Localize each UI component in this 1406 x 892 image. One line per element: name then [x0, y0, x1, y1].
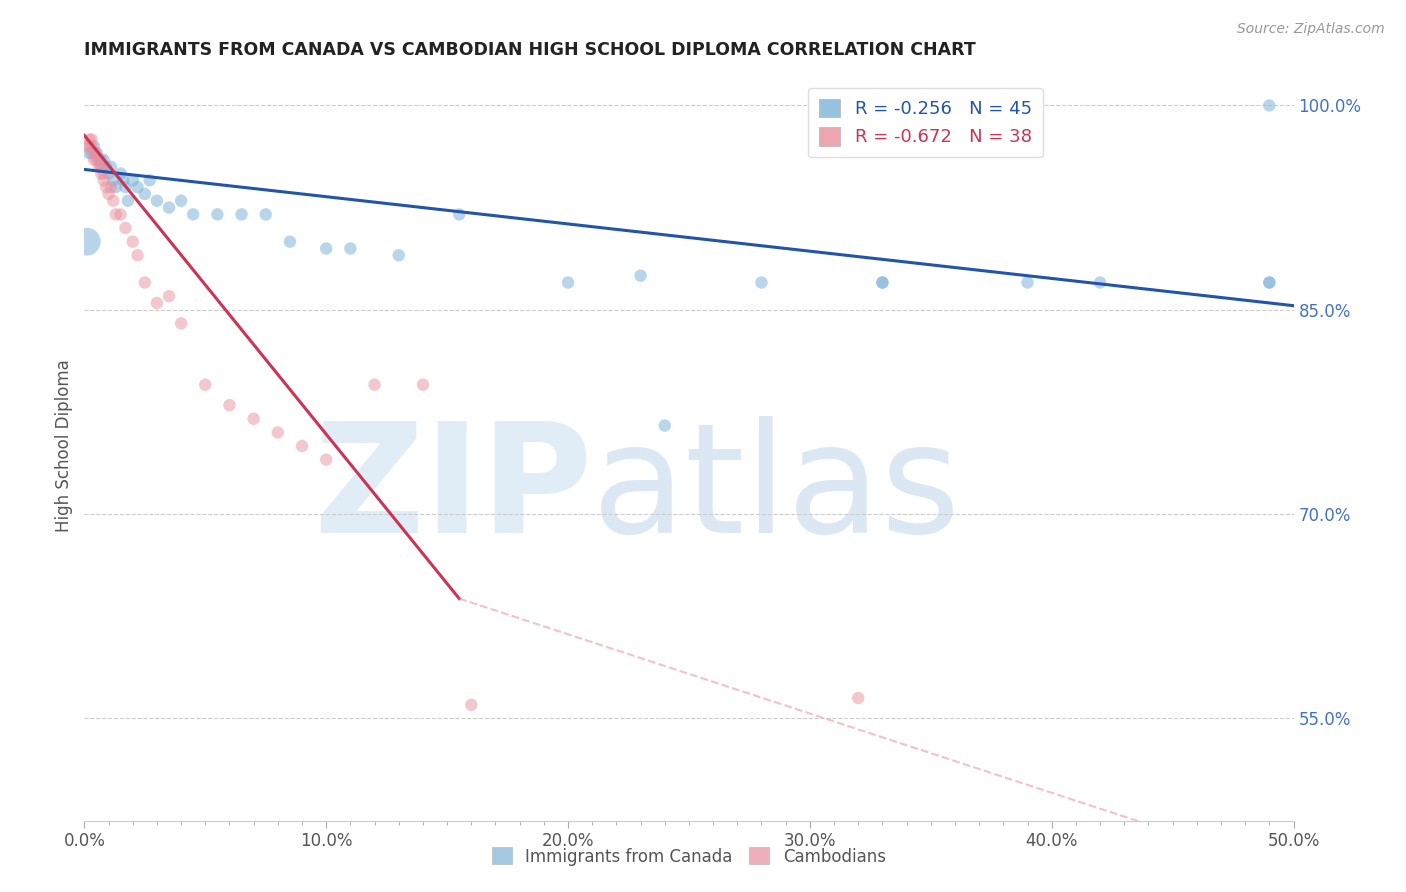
Point	[291, 439, 314, 453]
Point	[412, 377, 434, 392]
Point	[315, 452, 337, 467]
Text: IMMIGRANTS FROM CANADA VS CAMBODIAN HIGH SCHOOL DIPLOMA CORRELATION CHART: IMMIGRANTS FROM CANADA VS CAMBODIAN HIGH…	[84, 41, 976, 59]
Point	[449, 207, 471, 221]
Point	[110, 167, 132, 181]
Point	[231, 207, 253, 221]
Point	[83, 146, 105, 161]
Legend: Immigrants from Canada, Cambodians: Immigrants from Canada, Cambodians	[485, 841, 893, 872]
Text: atlas: atlas	[592, 417, 962, 566]
Point	[1088, 276, 1111, 290]
Point	[170, 317, 193, 331]
Point	[339, 242, 361, 256]
Point	[76, 235, 98, 249]
Point	[97, 167, 120, 181]
Point	[278, 235, 301, 249]
Point	[146, 194, 169, 208]
Point	[90, 160, 112, 174]
Point	[93, 167, 115, 181]
Point	[363, 377, 385, 392]
Point	[97, 186, 120, 201]
Point	[83, 139, 105, 153]
Point	[100, 180, 122, 194]
Point	[388, 248, 411, 262]
Point	[86, 146, 108, 161]
Point	[170, 194, 193, 208]
Point	[121, 173, 143, 187]
Point	[90, 153, 112, 167]
Point	[76, 139, 98, 153]
Point	[460, 698, 482, 712]
Point	[242, 411, 264, 425]
Point	[557, 276, 579, 290]
Point	[86, 146, 108, 161]
Point	[87, 160, 110, 174]
Point	[127, 180, 149, 194]
Point	[94, 160, 117, 174]
Point	[654, 418, 676, 433]
Point	[80, 132, 103, 146]
Point	[117, 194, 139, 208]
Point	[872, 276, 894, 290]
Point	[134, 186, 156, 201]
Point	[90, 167, 112, 181]
Y-axis label: High School Diploma: High School Diploma	[55, 359, 73, 533]
Point	[104, 180, 127, 194]
Point	[157, 289, 180, 303]
Point	[1258, 98, 1281, 112]
Point	[93, 173, 115, 187]
Point	[103, 173, 125, 187]
Point	[83, 153, 105, 167]
Point	[94, 180, 117, 194]
Point	[1017, 276, 1039, 290]
Point	[1258, 276, 1281, 290]
Point	[267, 425, 290, 440]
Point	[157, 201, 180, 215]
Point	[80, 139, 103, 153]
Point	[872, 276, 894, 290]
Point	[1258, 276, 1281, 290]
Point	[77, 132, 100, 146]
Point	[104, 207, 127, 221]
Point	[103, 194, 125, 208]
Point	[127, 248, 149, 262]
Point	[77, 146, 100, 161]
Point	[138, 173, 160, 187]
Point	[254, 207, 277, 221]
Point	[846, 691, 869, 706]
Point	[194, 377, 217, 392]
Point	[207, 207, 229, 221]
Point	[86, 153, 108, 167]
Point	[315, 242, 337, 256]
Point	[77, 139, 100, 153]
Point	[110, 207, 132, 221]
Point	[87, 153, 110, 167]
Point	[146, 296, 169, 310]
Point	[114, 180, 136, 194]
Point	[112, 173, 135, 187]
Point	[80, 146, 103, 161]
Point	[121, 235, 143, 249]
Point	[114, 221, 136, 235]
Text: ZIP: ZIP	[312, 417, 592, 566]
Point	[90, 160, 112, 174]
Point	[100, 160, 122, 174]
Point	[630, 268, 652, 283]
Point	[218, 398, 240, 412]
Point	[181, 207, 204, 221]
Point	[87, 153, 110, 167]
Point	[134, 276, 156, 290]
Point	[93, 153, 115, 167]
Point	[751, 276, 773, 290]
Text: Source: ZipAtlas.com: Source: ZipAtlas.com	[1237, 22, 1385, 37]
